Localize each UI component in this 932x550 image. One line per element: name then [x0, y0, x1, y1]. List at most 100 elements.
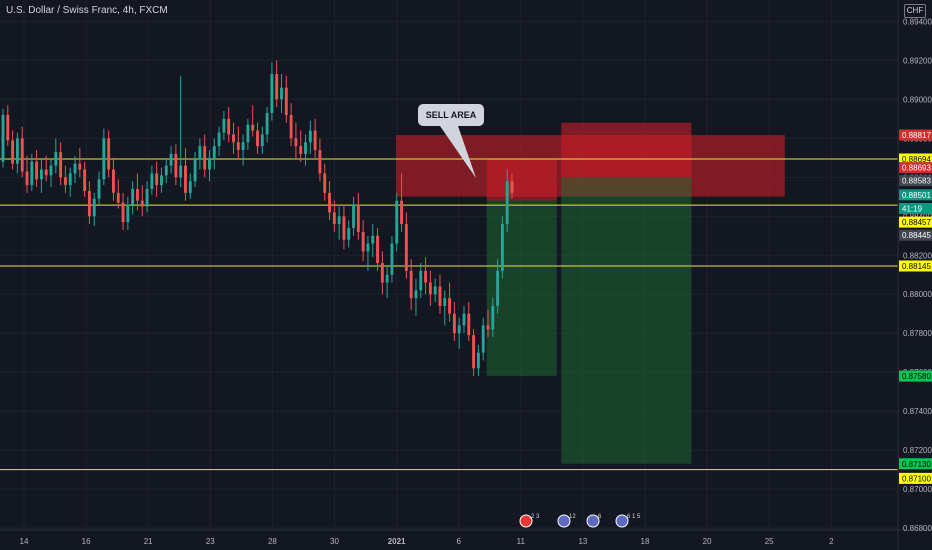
candle-body — [452, 313, 456, 334]
time-tick-label: 30 — [330, 537, 339, 546]
candle — [313, 118, 317, 158]
candle-body — [356, 204, 360, 232]
candle-body — [380, 263, 384, 283]
candle-body — [481, 325, 485, 353]
candle-body — [428, 282, 432, 295]
candle — [116, 179, 120, 209]
candle-body — [160, 175, 163, 186]
time-tick-label: 21 — [144, 537, 153, 546]
candle — [174, 144, 178, 186]
price-label-bg — [899, 216, 932, 228]
candle-body — [63, 177, 67, 186]
candle-body — [323, 173, 327, 193]
candle — [232, 122, 235, 154]
candle — [203, 134, 207, 178]
candle-body — [97, 179, 101, 199]
candle — [78, 148, 82, 178]
candle-body — [443, 298, 447, 306]
candle — [361, 220, 365, 262]
event-marker[interactable]: 12 — [557, 514, 576, 528]
candle-body — [284, 87, 288, 115]
time-tick-label: 16 — [82, 537, 91, 546]
candle-body — [179, 165, 183, 178]
candle-body — [92, 198, 96, 217]
candle — [145, 181, 149, 213]
candle-body — [222, 118, 226, 133]
candle — [102, 128, 106, 186]
currency-button[interactable]: CHF — [904, 4, 926, 18]
candle — [299, 130, 303, 162]
candle — [366, 235, 370, 271]
price-label-text: 0.87130 — [902, 460, 931, 469]
candle — [184, 148, 187, 201]
price-label-bg — [899, 458, 932, 470]
grid — [0, 0, 898, 530]
horizontal-lines — [0, 158, 898, 471]
candle-body — [424, 270, 428, 283]
candle — [227, 107, 231, 143]
candle — [385, 265, 389, 299]
price-label-bg — [899, 472, 932, 484]
zone-trade-2-stop — [561, 122, 692, 178]
price-label: 0.88817 — [899, 129, 932, 141]
candle-body — [25, 171, 29, 186]
candle — [395, 192, 399, 252]
candle-body — [121, 202, 125, 223]
price-label: 0.88693 — [899, 162, 932, 174]
candle — [481, 317, 485, 361]
economic-events[interactable]: 2 3 12 6 6 1 5 — [519, 514, 641, 528]
price-label-text: 0.88817 — [902, 131, 931, 140]
candle-body — [112, 169, 115, 193]
candle — [332, 200, 336, 232]
event-flag-icon — [519, 514, 533, 528]
candle-body — [193, 159, 197, 182]
zone-trade-1-stop — [486, 159, 557, 201]
price-tick-label: 0.89400 — [903, 17, 932, 26]
candle — [107, 130, 111, 178]
candle-body — [500, 224, 504, 271]
time-tick-label: 14 — [20, 537, 29, 546]
candle — [371, 224, 375, 258]
candle-body — [376, 235, 379, 264]
price-label-bg — [899, 129, 932, 141]
candle-body — [169, 153, 173, 166]
price-label: 41:19 — [899, 202, 932, 214]
event-marker[interactable]: 6 — [586, 514, 602, 528]
price-tick-label: 0.87200 — [903, 446, 932, 455]
price-label-bg — [899, 162, 932, 174]
price-label-text: 0.88693 — [902, 164, 931, 173]
candle-body — [59, 151, 63, 178]
price-axis[interactable]: 0.894000.892000.890000.888000.886000.884… — [903, 17, 932, 533]
candle-body — [289, 114, 293, 139]
candle-body — [457, 325, 461, 334]
candle — [472, 329, 476, 377]
candle-body — [78, 163, 82, 170]
candle — [376, 227, 379, 271]
time-tick-label: 28 — [268, 537, 277, 546]
callout-pointer — [440, 126, 476, 178]
candle — [462, 305, 466, 334]
price-tick-label: 0.87000 — [903, 485, 932, 494]
candle-body — [39, 169, 43, 180]
candle-body — [438, 286, 442, 306]
candle-body — [385, 274, 389, 283]
time-tick-label: 13 — [578, 537, 587, 546]
candle-body — [83, 169, 87, 191]
candle-body — [347, 227, 351, 240]
candle — [6, 105, 10, 147]
event-count: 6 1 5 — [627, 514, 641, 520]
candle-body — [44, 169, 48, 176]
candle — [328, 181, 331, 221]
candle — [59, 142, 63, 186]
candle — [87, 181, 91, 225]
candle-body — [318, 150, 322, 174]
event-marker[interactable]: 6 1 5 — [615, 514, 641, 528]
candle — [265, 107, 269, 143]
candle-body — [409, 270, 413, 299]
event-marker[interactable]: 2 3 — [519, 514, 540, 528]
sell-area-callout: SELL AREA — [418, 104, 484, 126]
candle — [308, 120, 312, 154]
candle-body — [328, 192, 331, 213]
time-axis[interactable]: 14 16 21 23 28 30 2021 6 11 13 18 20 25 2 — [20, 537, 835, 546]
